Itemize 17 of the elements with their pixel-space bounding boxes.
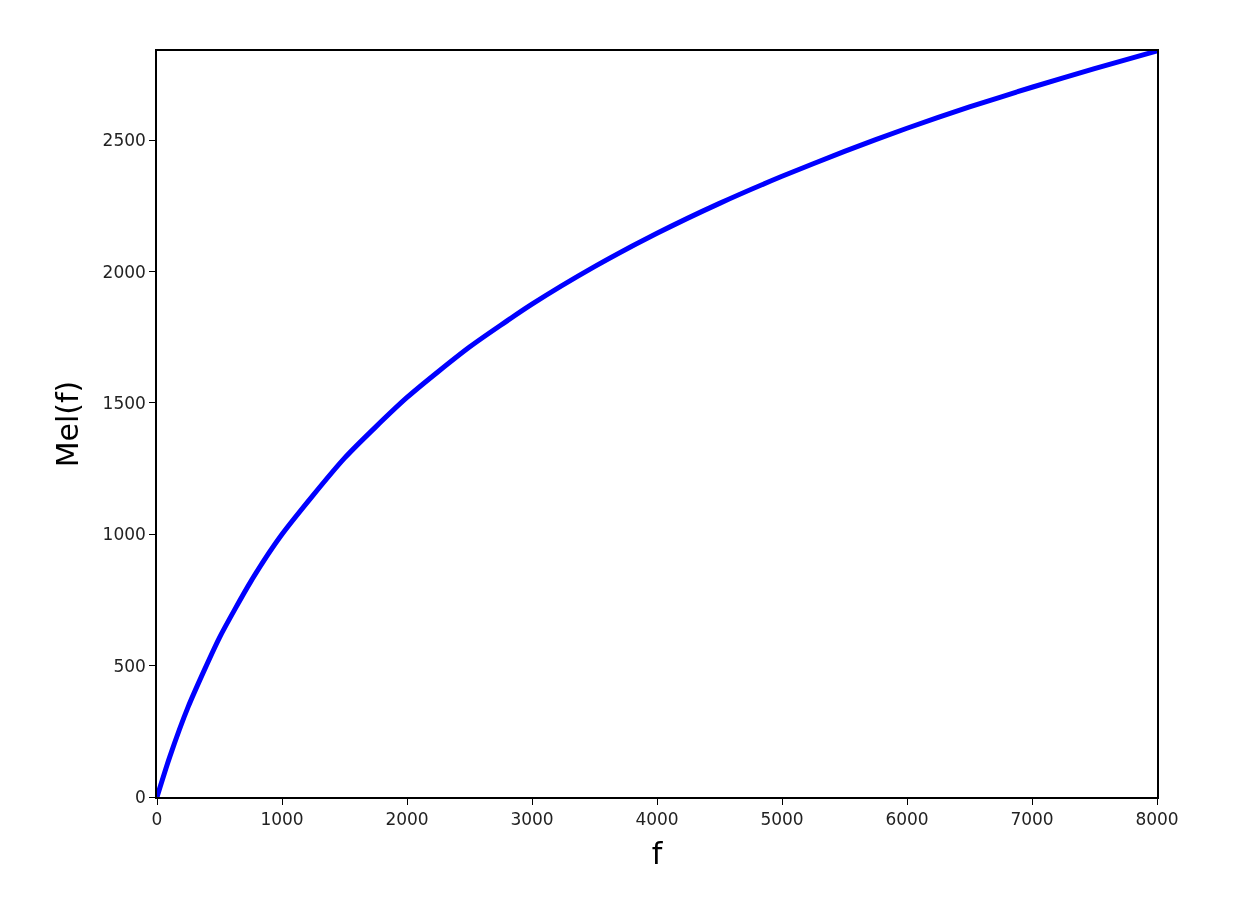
y-tick-label: 2500 [102, 130, 146, 151]
y-axis-title: Mel(f) [50, 380, 86, 468]
y-tick-label: 1500 [102, 392, 146, 413]
x-tick-label: 3000 [510, 809, 554, 830]
y-tick-label: 0 [135, 786, 146, 807]
y-tick-label: 2000 [102, 261, 146, 282]
y-tick-label: 500 [113, 655, 146, 676]
x-tick-label: 4000 [635, 809, 679, 830]
x-tick-label: 1000 [260, 809, 304, 830]
x-tick-label: 0 [151, 809, 163, 830]
x-tick-label: 8000 [1135, 809, 1179, 830]
x-tick-label: 6000 [885, 809, 929, 830]
x-tick-label: 2000 [385, 809, 429, 830]
x-tick-label: 7000 [1010, 809, 1054, 830]
x-tick-label: 5000 [760, 809, 804, 830]
x-axis-title: f [651, 836, 664, 872]
y-tick-label: 1000 [102, 524, 146, 545]
